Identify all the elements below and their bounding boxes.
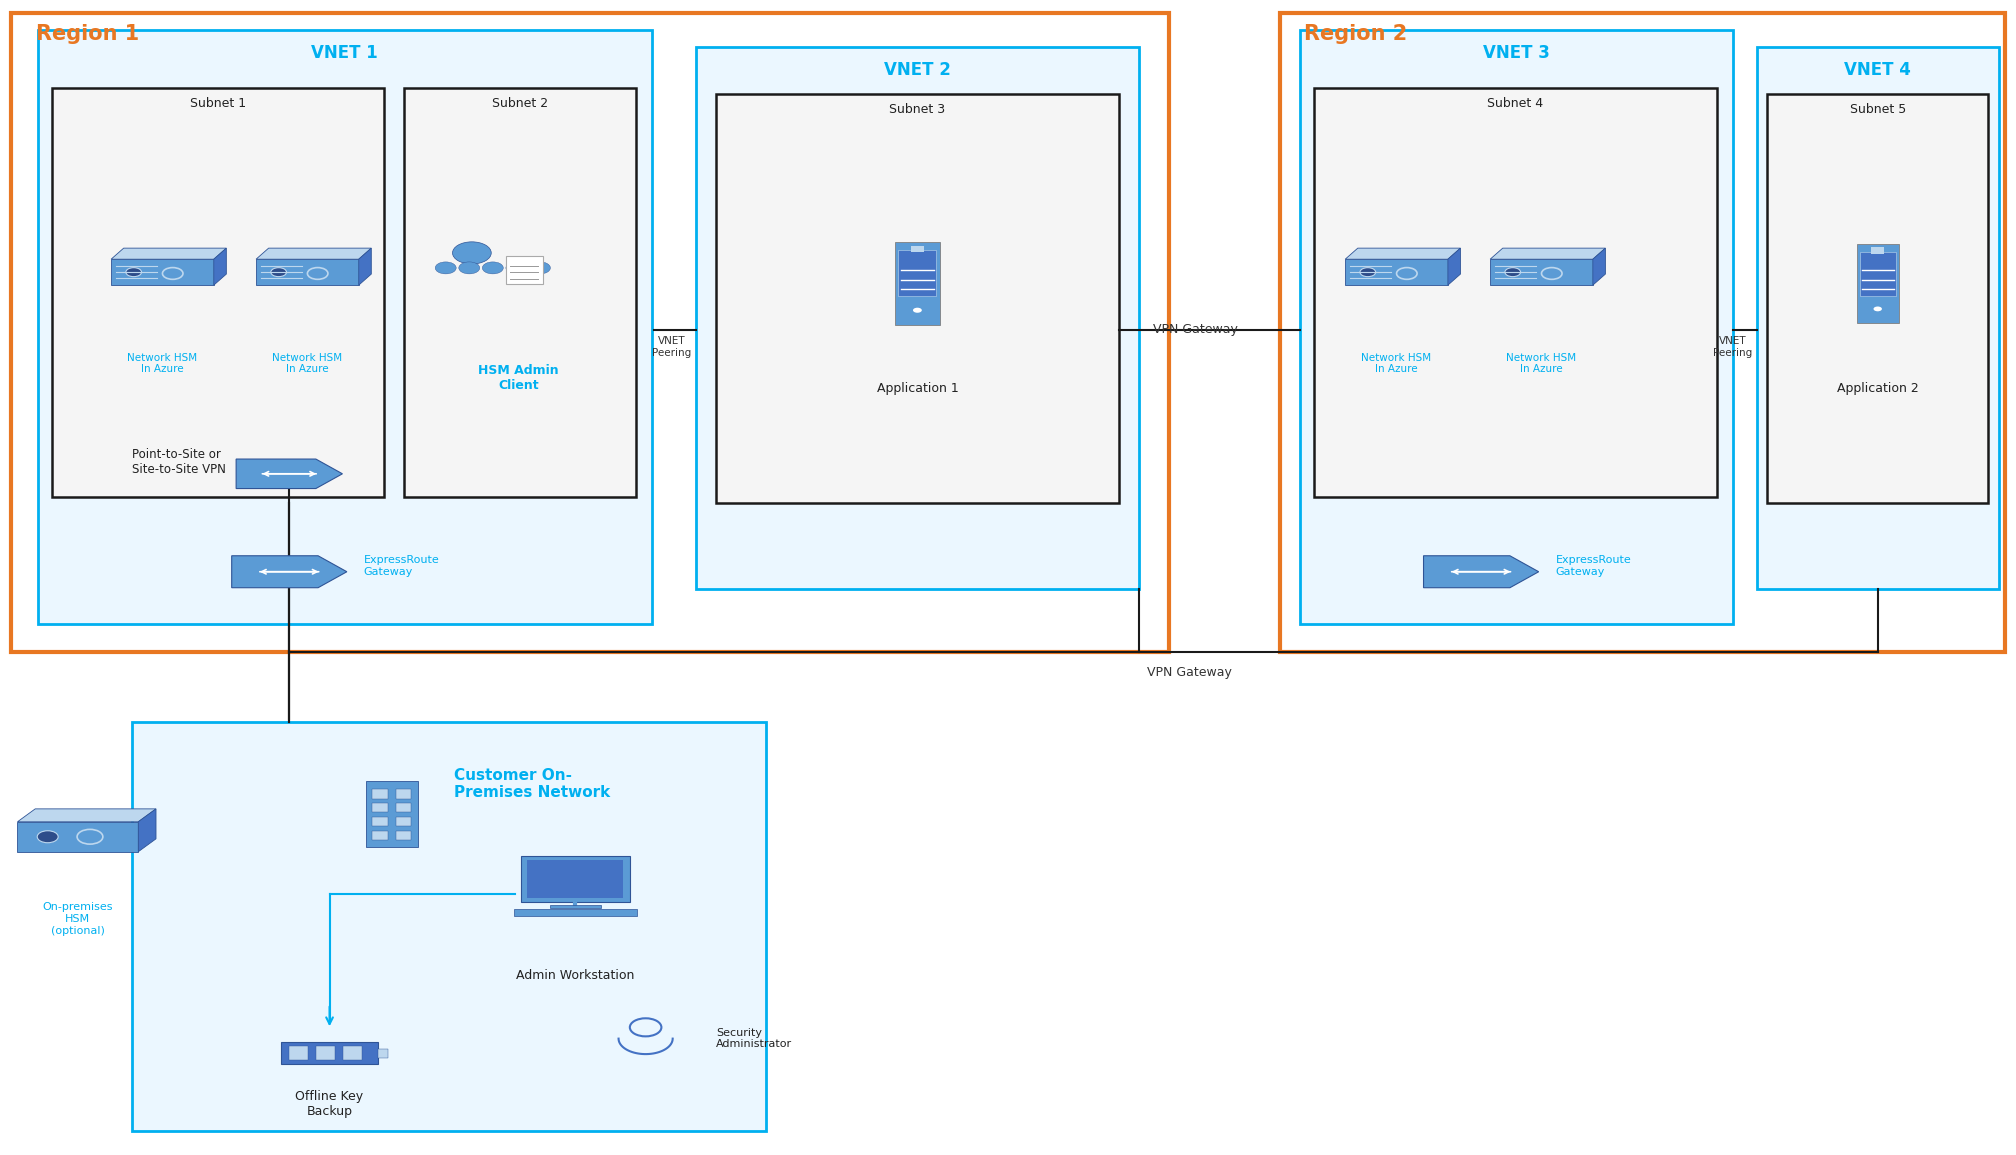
FancyBboxPatch shape <box>911 246 923 252</box>
FancyBboxPatch shape <box>288 1046 308 1060</box>
FancyBboxPatch shape <box>395 789 411 798</box>
Text: VPN Gateway: VPN Gateway <box>1147 666 1232 679</box>
Text: Point-to-Site or
Site-to-Site VPN: Point-to-Site or Site-to-Site VPN <box>133 448 226 476</box>
Circle shape <box>435 262 456 274</box>
Polygon shape <box>1447 248 1460 285</box>
Text: Subnet 3: Subnet 3 <box>889 103 946 116</box>
Polygon shape <box>1593 248 1605 285</box>
FancyBboxPatch shape <box>696 47 1139 589</box>
Circle shape <box>482 262 504 274</box>
Polygon shape <box>139 808 155 851</box>
Circle shape <box>506 262 526 274</box>
FancyBboxPatch shape <box>38 30 651 624</box>
Polygon shape <box>232 556 347 588</box>
FancyBboxPatch shape <box>373 789 387 798</box>
Text: Region 2: Region 2 <box>1304 24 1407 44</box>
Polygon shape <box>359 248 371 285</box>
Polygon shape <box>1490 248 1605 259</box>
Text: Network HSM
In Azure: Network HSM In Azure <box>272 352 343 374</box>
Circle shape <box>913 307 921 313</box>
FancyBboxPatch shape <box>52 88 383 497</box>
Circle shape <box>1361 268 1375 277</box>
Text: VNET 4: VNET 4 <box>1845 61 1911 80</box>
FancyBboxPatch shape <box>133 722 766 1131</box>
Circle shape <box>125 268 141 277</box>
Text: Application 2: Application 2 <box>1837 381 1919 395</box>
FancyBboxPatch shape <box>1756 47 1998 589</box>
Circle shape <box>452 241 492 264</box>
Polygon shape <box>18 808 155 821</box>
Text: VPN Gateway: VPN Gateway <box>1153 322 1238 336</box>
FancyBboxPatch shape <box>395 803 411 812</box>
Polygon shape <box>214 248 226 285</box>
Circle shape <box>1873 306 1881 312</box>
Text: Network HSM
In Azure: Network HSM In Azure <box>1361 352 1431 374</box>
FancyBboxPatch shape <box>520 856 629 902</box>
FancyBboxPatch shape <box>280 1042 377 1065</box>
FancyBboxPatch shape <box>403 88 635 497</box>
Polygon shape <box>1345 248 1460 259</box>
FancyBboxPatch shape <box>1766 94 1988 502</box>
Circle shape <box>460 262 480 274</box>
FancyBboxPatch shape <box>1300 30 1734 624</box>
Polygon shape <box>1423 556 1538 588</box>
Text: Admin Workstation: Admin Workstation <box>516 969 635 982</box>
Polygon shape <box>18 821 139 851</box>
Polygon shape <box>1345 259 1447 285</box>
FancyBboxPatch shape <box>395 817 411 826</box>
FancyBboxPatch shape <box>377 1049 387 1058</box>
Circle shape <box>36 830 58 843</box>
FancyBboxPatch shape <box>343 1046 363 1060</box>
Polygon shape <box>111 259 214 285</box>
Text: VNET
Peering: VNET Peering <box>1714 336 1752 358</box>
FancyBboxPatch shape <box>1871 247 1885 254</box>
FancyBboxPatch shape <box>550 904 601 908</box>
Text: VNET 3: VNET 3 <box>1484 44 1550 62</box>
FancyBboxPatch shape <box>373 817 387 826</box>
Text: ExpressRoute
Gateway: ExpressRoute Gateway <box>363 556 439 576</box>
Text: Subnet 2: Subnet 2 <box>492 97 548 110</box>
FancyBboxPatch shape <box>317 1046 335 1060</box>
Text: VNET 2: VNET 2 <box>883 61 952 80</box>
Text: Subnet 1: Subnet 1 <box>190 97 246 110</box>
Text: Region 1: Region 1 <box>36 24 139 44</box>
Circle shape <box>270 268 286 277</box>
Text: Network HSM
In Azure: Network HSM In Azure <box>1506 352 1577 374</box>
Text: HSM Admin
Client: HSM Admin Client <box>478 364 558 393</box>
Text: Customer On-
Premises Network: Customer On- Premises Network <box>454 768 611 800</box>
Polygon shape <box>256 248 371 259</box>
FancyBboxPatch shape <box>1857 244 1899 323</box>
Text: VNET 1: VNET 1 <box>310 44 379 62</box>
FancyBboxPatch shape <box>528 859 623 899</box>
FancyBboxPatch shape <box>395 830 411 840</box>
FancyBboxPatch shape <box>373 803 387 812</box>
Text: Application 1: Application 1 <box>877 381 958 395</box>
FancyBboxPatch shape <box>716 94 1119 502</box>
Text: VNET
Peering: VNET Peering <box>651 336 691 358</box>
Circle shape <box>530 262 550 274</box>
FancyBboxPatch shape <box>373 830 387 840</box>
FancyBboxPatch shape <box>895 243 939 326</box>
FancyBboxPatch shape <box>365 781 417 847</box>
FancyBboxPatch shape <box>514 909 637 916</box>
Circle shape <box>1504 268 1520 277</box>
Text: Security
Administrator: Security Administrator <box>716 1028 792 1049</box>
Text: Offline Key
Backup: Offline Key Backup <box>296 1090 363 1118</box>
Polygon shape <box>1490 259 1593 285</box>
FancyBboxPatch shape <box>506 256 542 284</box>
Text: ExpressRoute
Gateway: ExpressRoute Gateway <box>1556 556 1631 576</box>
FancyBboxPatch shape <box>1859 252 1895 296</box>
Text: On-premises
HSM
(optional): On-premises HSM (optional) <box>42 902 113 936</box>
Text: Subnet 5: Subnet 5 <box>1849 103 1905 116</box>
FancyBboxPatch shape <box>899 251 937 296</box>
Text: Network HSM
In Azure: Network HSM In Azure <box>127 352 198 374</box>
FancyBboxPatch shape <box>1314 88 1718 497</box>
Polygon shape <box>111 248 226 259</box>
Text: Subnet 4: Subnet 4 <box>1488 97 1544 110</box>
Polygon shape <box>256 259 359 285</box>
Polygon shape <box>236 459 343 489</box>
